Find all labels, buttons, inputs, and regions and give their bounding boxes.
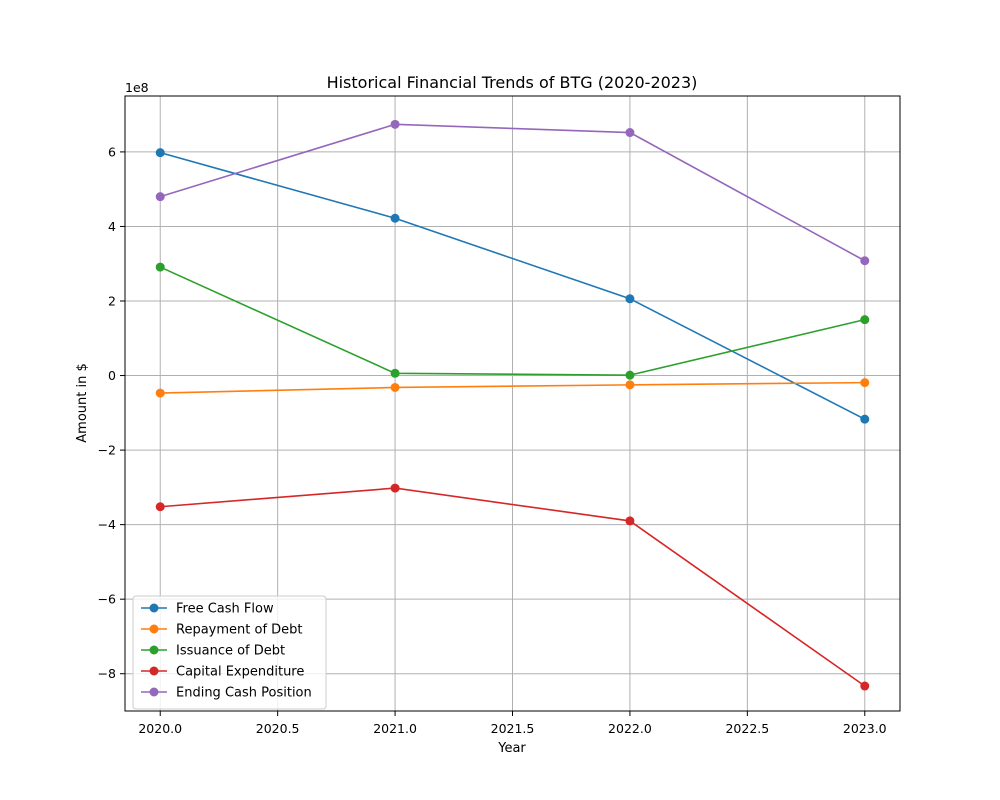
x-tick-label: 2021.5 (491, 721, 535, 736)
data-point (860, 681, 870, 691)
legend-marker (149, 603, 159, 613)
legend-label: Capital Expenditure (176, 665, 304, 680)
series-line (160, 381, 865, 394)
y-tick-label: 2 (108, 294, 116, 309)
y-tick-label: 4 (108, 219, 116, 234)
series-repayment-of-debt (155, 378, 870, 398)
y-axis-offset-label: 1e8 (125, 80, 149, 95)
series-line (160, 151, 866, 420)
x-tick-label: 2020.0 (138, 721, 182, 736)
data-point (625, 294, 635, 304)
data-point (155, 502, 165, 512)
x-axis: 2020.0 2020.5 2021.0 2021.5 2022.0 2022.5 2023… (138, 711, 887, 736)
legend-marker (149, 624, 159, 634)
series-ending-cash-position (155, 119, 870, 266)
data-point (625, 380, 635, 390)
y-axis-label: Amount in $ (75, 363, 90, 442)
x-axis-label: Year (497, 741, 526, 756)
data-point (860, 256, 870, 266)
data-point (390, 213, 400, 223)
series-issuance-of-debt (155, 262, 870, 380)
data-point (390, 368, 400, 378)
data-point (155, 148, 165, 158)
data-point (155, 192, 165, 202)
series-line (159, 266, 865, 376)
legend: Free Cash Flow Repayment of Debt Issuance … (132, 595, 327, 710)
x-tick-label: 2022.0 (608, 721, 652, 736)
legend-item: Free Cash Flow (141, 602, 274, 617)
legend-label: Ending Cash Position (176, 686, 312, 701)
legend-label: Issuance of Debt (176, 644, 285, 659)
y-tick-label: 0 (108, 368, 116, 383)
legend-marker (149, 645, 159, 655)
series-capital-expenditure (155, 483, 870, 691)
y-tick-label: −4 (98, 517, 116, 532)
series-layer (155, 119, 870, 691)
data-point (390, 483, 400, 493)
legend-label: Free Cash Flow (176, 602, 274, 617)
legend-marker (149, 687, 159, 697)
x-tick-label: 2022.5 (725, 721, 769, 736)
data-point (860, 414, 870, 424)
chart-title: Historical Financial Trends of BTG (2020… (327, 73, 698, 92)
series-line (159, 123, 866, 262)
data-point (625, 370, 635, 380)
y-tick-label: −8 (98, 666, 116, 681)
data-point (625, 516, 635, 526)
data-point (390, 382, 400, 392)
y-tick-label: −2 (98, 443, 116, 458)
x-tick-label: 2020.5 (256, 721, 300, 736)
y-axis: −8 −6 −4 −2 0 2 4 6 (98, 144, 125, 681)
legend-box (132, 595, 327, 710)
x-tick-label: 2021.0 (373, 721, 417, 736)
series-line (160, 487, 866, 687)
legend-item: Ending Cash Position (141, 686, 312, 701)
legend-item: Issuance of Debt (141, 644, 285, 659)
grid-lines (125, 96, 900, 711)
data-point (625, 128, 635, 138)
data-point (155, 388, 165, 398)
legend-item: Capital Expenditure (141, 665, 304, 680)
y-tick-label: 6 (108, 144, 116, 159)
data-point (155, 262, 165, 272)
data-point (860, 378, 870, 388)
legend-label: Repayment of Debt (176, 623, 303, 638)
series-free-cash-flow (155, 148, 870, 424)
data-point (390, 119, 400, 129)
y-tick-label: −6 (98, 592, 116, 607)
x-tick-label: 2023.0 (843, 721, 887, 736)
data-point (860, 315, 870, 325)
legend-marker (149, 666, 159, 676)
legend-item: Repayment of Debt (141, 623, 303, 638)
